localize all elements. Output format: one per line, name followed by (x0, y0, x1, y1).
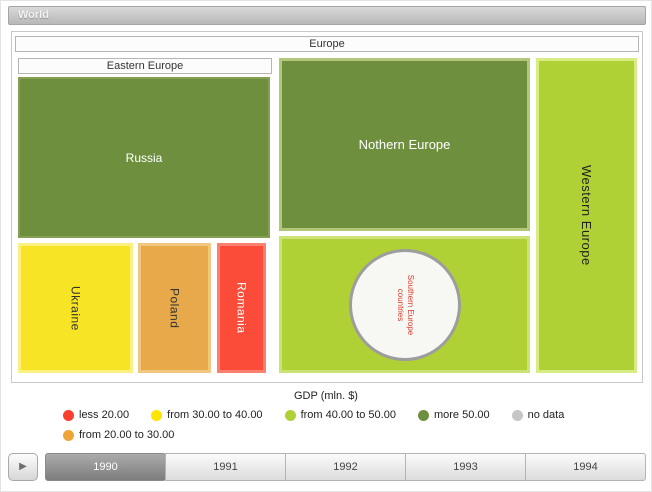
legend-item-label: no data (527, 409, 565, 421)
legend-item-less-20[interactable]: less 20.00 (63, 409, 129, 421)
legend-item-more-50[interactable]: more 50.00 (417, 409, 490, 421)
year-button-1991[interactable]: 1991 (165, 453, 286, 481)
legend-item-no-data[interactable]: no data (511, 409, 565, 421)
treemap-node-ukraine[interactable]: Ukraine (18, 243, 133, 373)
treemap-node-russia[interactable]: Russia (18, 77, 270, 238)
year-button-1992[interactable]: 1992 (285, 453, 406, 481)
treemap-node-romania[interactable]: Romania (217, 243, 266, 373)
play-button[interactable]: ▶ (8, 453, 38, 481)
legend-dot-red-icon (63, 409, 74, 421)
node-label-western-europe: Western Europe (579, 165, 594, 266)
group-header-europe[interactable]: Europe (15, 36, 639, 52)
legend-dot-yellowgreen-icon (284, 409, 296, 421)
legend-item-label: from 30.00 to 40.00 (167, 409, 263, 421)
breadcrumb-world-label: World (18, 9, 49, 21)
southern-europe-circle: Southern Europe countries (348, 248, 461, 361)
treemap-node-northern-europe[interactable]: Nothern Europe (279, 58, 530, 231)
legend-title: GDP (mln. $) (294, 390, 358, 402)
node-label-romania: Romania (234, 282, 249, 334)
legend-dot-yellow-icon (151, 409, 163, 421)
treemap-node-southern-europe[interactable]: Southern Europe countries (279, 236, 530, 373)
group-header-eastern-europe[interactable]: Eastern Europe (18, 58, 272, 74)
year-selector: 1990 1991 1992 1993 1994 (45, 453, 646, 481)
timeline: ▶ 1990 1991 1992 1993 1994 (8, 453, 646, 481)
legend-item-label: more 50.00 (433, 409, 490, 421)
legend-item-label: from 40.00 to 50.00 (300, 409, 396, 421)
legend-item-label: less 20.00 (79, 409, 130, 421)
legend-item-label: from 20.00 to 30.00 (79, 429, 175, 441)
legend-dot-darkgreen-icon (417, 409, 429, 421)
legend-dot-orange-icon (63, 429, 74, 441)
legend: less 20.00 from 30.00 to 40.00 from 40.0… (63, 409, 608, 449)
legend-item-20-30[interactable]: from 20.00 to 30.00 (63, 429, 174, 441)
treemap-chart: Europe Eastern Europe Russia Ukraine Pol… (11, 31, 643, 383)
group-header-eastern-europe-label: Eastern Europe (106, 60, 184, 72)
node-label-northern-europe: Nothern Europe (358, 137, 451, 152)
legend-item-40-50[interactable]: from 40.00 to 50.00 (284, 409, 396, 421)
treemap-node-western-europe[interactable]: Western Europe (536, 58, 637, 373)
group-header-europe-label: Europe (309, 38, 345, 50)
breadcrumb-world[interactable]: World (8, 6, 646, 25)
node-label-southern-europe: Southern Europe countries (395, 274, 415, 335)
treemap-node-poland[interactable]: Poland (138, 243, 211, 373)
node-label-russia: Russia (125, 150, 163, 165)
node-label-poland: Poland (167, 287, 182, 329)
year-button-1994[interactable]: 1994 (525, 453, 646, 481)
year-button-1993[interactable]: 1993 (405, 453, 526, 481)
year-button-1990[interactable]: 1990 (45, 453, 166, 481)
legend-item-30-40[interactable]: from 30.00 to 40.00 (151, 409, 263, 421)
legend-dot-gray-icon (511, 409, 523, 421)
play-icon: ▶ (19, 461, 27, 472)
node-label-ukraine: Ukraine (68, 285, 83, 331)
